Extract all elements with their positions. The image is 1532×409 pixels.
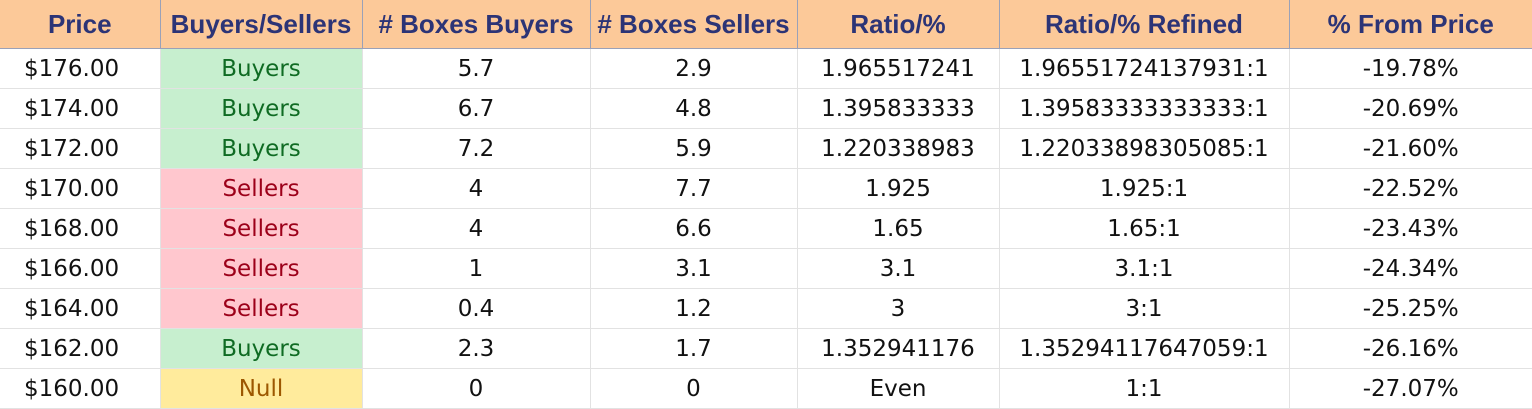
table-row: $170.00 Sellers 4 7.7 1.925 1.925:1 -22.52% xyxy=(0,168,1532,209)
header-buyers-sellers[interactable]: Buyers/Sellers xyxy=(160,0,363,49)
pct-from-price-cell[interactable]: -24.34% xyxy=(1289,248,1532,289)
boxes-buyers-cell[interactable]: 1 xyxy=(362,248,591,289)
boxes-buyers-cell[interactable]: 4 xyxy=(362,168,591,209)
boxes-buyers-cell[interactable]: 2.3 xyxy=(362,328,591,369)
ratio-cell[interactable]: 1.352941176 xyxy=(797,328,1000,369)
table-row: $166.00 Sellers 1 3.1 3.1 3.1:1 -24.34% xyxy=(0,248,1532,289)
buyers-sellers-cell[interactable]: Sellers xyxy=(160,208,363,249)
header-price[interactable]: Price xyxy=(0,0,161,49)
buyers-sellers-cell[interactable]: Buyers xyxy=(160,48,363,89)
boxes-buyers-cell[interactable]: 0.4 xyxy=(362,288,591,329)
price-cell[interactable]: $170.00 xyxy=(0,168,161,209)
pct-from-price-cell[interactable]: -20.69% xyxy=(1289,88,1532,129)
ratio-cell[interactable]: 1.925 xyxy=(797,168,1000,209)
boxes-buyers-cell[interactable]: 0 xyxy=(362,368,591,409)
ratio-cell[interactable]: 1.965517241 xyxy=(797,48,1000,89)
price-cell[interactable]: $174.00 xyxy=(0,88,161,129)
header-pct-from-price[interactable]: % From Price xyxy=(1289,0,1532,49)
buyers-sellers-cell[interactable]: Buyers xyxy=(160,88,363,129)
price-cell[interactable]: $162.00 xyxy=(0,328,161,369)
boxes-sellers-cell[interactable]: 2.9 xyxy=(590,48,798,89)
pct-from-price-cell[interactable]: -27.07% xyxy=(1289,368,1532,409)
ratio-cell[interactable]: 1.220338983 xyxy=(797,128,1000,169)
table-row: $172.00 Buyers 7.2 5.9 1.220338983 1.22033898… xyxy=(0,128,1532,169)
ratio-cell[interactable]: 1.395833333 xyxy=(797,88,1000,129)
ratio-cell[interactable]: 1.65 xyxy=(797,208,1000,249)
ratio-cell[interactable]: 3.1 xyxy=(797,248,1000,289)
buyers-sellers-cell[interactable]: Sellers xyxy=(160,288,363,329)
ratio-cell[interactable]: Even xyxy=(797,368,1000,409)
header-ratio[interactable]: Ratio/% xyxy=(797,0,1000,49)
ratio-refined-cell[interactable]: 1.35294117647059:1 xyxy=(999,328,1290,369)
ratio-refined-cell[interactable]: 1.39583333333333:1 xyxy=(999,88,1290,129)
header-row: Price Buyers/Sellers # Boxes Buyers # Bo… xyxy=(0,0,1532,49)
table-body: $176.00 Buyers 5.7 2.9 1.965517241 1.96551724… xyxy=(0,48,1532,409)
pct-from-price-cell[interactable]: -23.43% xyxy=(1289,208,1532,249)
boxes-sellers-cell[interactable]: 6.6 xyxy=(590,208,798,249)
ratio-refined-cell[interactable]: 1.65:1 xyxy=(999,208,1290,249)
buyers-sellers-cell[interactable]: Sellers xyxy=(160,168,363,209)
table-row: $160.00 Null 0 0 Even 1:1 -27.07% xyxy=(0,368,1532,409)
boxes-sellers-cell[interactable]: 5.9 xyxy=(590,128,798,169)
price-cell[interactable]: $168.00 xyxy=(0,208,161,249)
table-row: $164.00 Sellers 0.4 1.2 3 3:1 -25.25% xyxy=(0,288,1532,329)
ratio-refined-cell[interactable]: 3:1 xyxy=(999,288,1290,329)
ratio-refined-cell[interactable]: 1.96551724137931:1 xyxy=(999,48,1290,89)
pct-from-price-cell[interactable]: -19.78% xyxy=(1289,48,1532,89)
buyers-sellers-cell[interactable]: Buyers xyxy=(160,328,363,369)
pct-from-price-cell[interactable]: -22.52% xyxy=(1289,168,1532,209)
table-row: $176.00 Buyers 5.7 2.9 1.965517241 1.96551724… xyxy=(0,48,1532,89)
boxes-buyers-cell[interactable]: 4 xyxy=(362,208,591,249)
boxes-sellers-cell[interactable]: 1.7 xyxy=(590,328,798,369)
buyers-sellers-cell[interactable]: Buyers xyxy=(160,128,363,169)
boxes-sellers-cell[interactable]: 4.8 xyxy=(590,88,798,129)
price-cell[interactable]: $164.00 xyxy=(0,288,161,329)
price-cell[interactable]: $166.00 xyxy=(0,248,161,289)
boxes-sellers-cell[interactable]: 1.2 xyxy=(590,288,798,329)
boxes-buyers-cell[interactable]: 6.7 xyxy=(362,88,591,129)
pct-from-price-cell[interactable]: -21.60% xyxy=(1289,128,1532,169)
boxes-buyers-cell[interactable]: 5.7 xyxy=(362,48,591,89)
buyers-sellers-cell[interactable]: Null xyxy=(160,368,363,409)
table-row: $168.00 Sellers 4 6.6 1.65 1.65:1 -23.43% xyxy=(0,208,1532,249)
pct-from-price-cell[interactable]: -26.16% xyxy=(1289,328,1532,369)
price-cell[interactable]: $160.00 xyxy=(0,368,161,409)
boxes-sellers-cell[interactable]: 3.1 xyxy=(590,248,798,289)
table-header: Price Buyers/Sellers # Boxes Buyers # Bo… xyxy=(0,0,1532,49)
ratio-refined-cell[interactable]: 1.925:1 xyxy=(999,168,1290,209)
ratio-refined-cell[interactable]: 1:1 xyxy=(999,368,1290,409)
buyers-sellers-cell[interactable]: Sellers xyxy=(160,248,363,289)
boxes-sellers-cell[interactable]: 7.7 xyxy=(590,168,798,209)
ratio-refined-cell[interactable]: 3.1:1 xyxy=(999,248,1290,289)
boxes-sellers-cell[interactable]: 0 xyxy=(590,368,798,409)
ratio-cell[interactable]: 3 xyxy=(797,288,1000,329)
table-row: $174.00 Buyers 6.7 4.8 1.395833333 1.39583333… xyxy=(0,88,1532,129)
pct-from-price-cell[interactable]: -25.25% xyxy=(1289,288,1532,329)
header-boxes-sellers[interactable]: # Boxes Sellers xyxy=(590,0,798,49)
price-cell[interactable]: $176.00 xyxy=(0,48,161,89)
ratio-refined-cell[interactable]: 1.22033898305085:1 xyxy=(999,128,1290,169)
header-ratio-refined[interactable]: Ratio/% Refined xyxy=(999,0,1290,49)
table-row: $162.00 Buyers 2.3 1.7 1.352941176 1.35294117… xyxy=(0,328,1532,369)
header-boxes-buyers[interactable]: # Boxes Buyers xyxy=(362,0,591,49)
price-cell[interactable]: $172.00 xyxy=(0,128,161,169)
boxes-buyers-cell[interactable]: 7.2 xyxy=(362,128,591,169)
